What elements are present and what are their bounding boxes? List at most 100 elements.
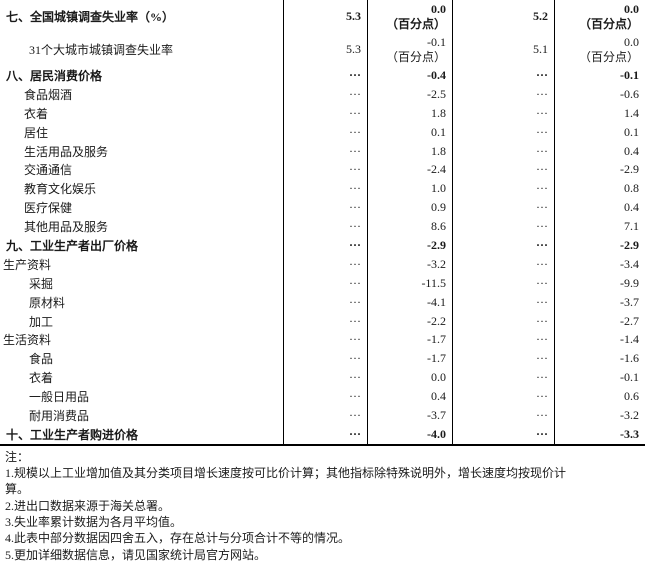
row-label: 十、工业生产者购进价格 [6, 427, 139, 442]
cumulative-change-cell: 0.8 [554, 179, 645, 199]
change-value: -0.1 [427, 34, 446, 49]
current-value-cell: ··· [283, 66, 367, 85]
current-value-cell: ··· [283, 387, 367, 407]
current-change-cell: 0.0 [367, 368, 452, 388]
table-row: 七、全国城镇调查失业率（%） 5.3 0.0 （百分点） 5.2 0.0 （百分点） [0, 0, 645, 33]
current-change-cell: -2.4 [367, 160, 452, 180]
cumulative-value-cell: 5.2 [452, 0, 554, 33]
table-row: 医疗保健 ··· 0.9 ··· 0.4 [0, 198, 645, 218]
row-label: 采掘 [29, 276, 54, 291]
current-change-cell: -3.2 [367, 254, 452, 274]
current-value-cell: ··· [283, 84, 367, 104]
cumulative-value-cell: ··· [452, 424, 554, 444]
cumulative-value-cell: ··· [452, 349, 554, 369]
notes-line: 4.此表中部分数据因四舍五入，存在总计与分项合计不等的情况。 [5, 531, 351, 546]
current-change-cell: 0.9 [367, 198, 452, 218]
cumulative-change-cell: 7.1 [554, 217, 645, 237]
change-unit-label: （百分点） [385, 49, 446, 64]
current-value-cell: ··· [283, 217, 367, 237]
row-label: 食品 [29, 352, 54, 367]
row-label: 其他用品及服务 [24, 220, 109, 235]
cumulative-value-cell: ··· [452, 179, 554, 199]
current-value-cell: ··· [283, 103, 367, 123]
cumulative-value-cell: ··· [452, 103, 554, 123]
cumulative-value-cell: ··· [452, 273, 554, 293]
change-unit-label: （百分点） [578, 16, 639, 31]
cumulative-change-cell: -3.2 [554, 406, 645, 425]
current-change-cell: -2.9 [367, 236, 452, 255]
table-row: 31个大城市城镇调查失业率 5.3 -0.1 （百分点） 5.1 0.0 （百分点） [0, 33, 645, 66]
current-value-cell: ··· [283, 141, 367, 161]
cumulative-change-cell: 0.0 （百分点） [554, 33, 645, 66]
table-row: 一般日用品 ··· 0.4 ··· 0.6 [0, 387, 645, 407]
row-label: 加工 [29, 314, 54, 329]
row-label: 生产资料 [3, 257, 52, 272]
table-row: 采掘 ··· -11.5 ··· -9.9 [0, 273, 645, 293]
current-value-cell: ··· [283, 330, 367, 350]
current-change-cell: -11.5 [367, 273, 452, 293]
row-label: 31个大城市城镇调查失业率 [29, 43, 174, 57]
row-label: 教育文化娱乐 [24, 182, 97, 197]
cumulative-change-cell: -2.9 [554, 236, 645, 255]
table-row: 生活资料 ··· -1.7 ··· -1.4 [0, 330, 645, 350]
current-change-cell: 0.4 [367, 387, 452, 407]
table-row: 原材料 ··· -4.1 ··· -3.7 [0, 292, 645, 312]
current-change-cell: -0.4 [367, 66, 452, 85]
current-change-cell: 1.0 [367, 179, 452, 199]
cumulative-change-cell: -3.3 [554, 424, 645, 444]
cumulative-value-cell: ··· [452, 122, 554, 142]
change-unit-label: （百分点） [578, 49, 639, 64]
current-value-cell: ··· [283, 236, 367, 255]
table-row: 生活用品及服务 ··· 1.8 ··· 0.4 [0, 141, 645, 161]
table-row: 生产资料 ··· -3.2 ··· -3.4 [0, 254, 645, 274]
change-unit-label: （百分点） [385, 16, 446, 31]
notes-line: 3.失业率累计数据为各月平均值。 [5, 515, 183, 529]
current-value-cell: ··· [283, 424, 367, 444]
table-row: 其他用品及服务 ··· 8.6 ··· 7.1 [0, 217, 645, 237]
cumulative-change-cell: 0.1 [554, 122, 645, 142]
current-value-cell: ··· [283, 349, 367, 369]
current-value-cell: ··· [283, 292, 367, 312]
current-value-cell: ··· [283, 198, 367, 218]
change-value: 0.0 [624, 34, 639, 49]
current-change-cell: -0.1 （百分点） [367, 33, 452, 66]
table-row: 食品 ··· -1.7 ··· -1.6 [0, 349, 645, 369]
table-row: 九、工业生产者出厂价格 ··· -2.9 ··· -2.9 [0, 236, 645, 255]
current-change-cell: -2.5 [367, 84, 452, 104]
row-label: 衣着 [24, 106, 49, 121]
current-change-cell: -4.1 [367, 292, 452, 312]
current-value-cell: ··· [283, 122, 367, 142]
notes-line: 1.规模以上工业增加值及其分类项目增长速度按可比价计算；其他指标除特殊说明外，增… [5, 466, 567, 481]
table-row: 食品烟酒 ··· -2.5 ··· -0.6 [0, 84, 645, 104]
table-row: 居住 ··· 0.1 ··· 0.1 [0, 122, 645, 142]
current-change-cell: -3.7 [367, 406, 452, 425]
cumulative-change-cell: 0.0 （百分点） [554, 0, 645, 33]
cumulative-value-cell: ··· [452, 330, 554, 350]
table-row: 交通通信 ··· -2.4 ··· -2.9 [0, 160, 645, 180]
table-row: 加工 ··· -2.2 ··· -2.7 [0, 311, 645, 331]
row-label: 八、居民消费价格 [6, 68, 103, 83]
notes-line: 算。 [5, 482, 30, 497]
cumulative-change-cell: 0.6 [554, 387, 645, 407]
row-label: 原材料 [29, 295, 66, 310]
table-row: 耐用消费品 ··· -3.7 ··· -3.2 [0, 406, 645, 425]
current-value-cell: ··· [283, 311, 367, 331]
row-label: 九、工业生产者出厂价格 [6, 238, 139, 253]
current-change-cell: 8.6 [367, 217, 452, 237]
current-change-cell: 1.8 [367, 103, 452, 123]
row-label: 七、全国城镇调查失业率（%） [6, 10, 175, 24]
table-row: 十、工业生产者购进价格 ··· -4.0 ··· -3.3 [0, 424, 645, 444]
row-label: 交通通信 [24, 163, 73, 178]
table-row: 教育文化娱乐 ··· 1.0 ··· 0.8 [0, 179, 645, 199]
row-label: 衣着 [29, 371, 54, 386]
notes-line: 5.更加详细数据信息，请见国家统计局官方网站。 [5, 547, 267, 562]
current-value-cell: ··· [283, 368, 367, 388]
current-change-cell: -2.2 [367, 311, 452, 331]
cumulative-change-cell: -0.1 [554, 66, 645, 85]
cumulative-change-cell: -3.4 [554, 254, 645, 274]
table-row: 衣着 ··· 0.0 ··· -0.1 [0, 368, 645, 388]
row-label: 耐用消费品 [29, 408, 90, 423]
row-label: 食品烟酒 [24, 87, 73, 102]
current-change-cell: 1.8 [367, 141, 452, 161]
cumulative-value-cell: ··· [452, 160, 554, 180]
